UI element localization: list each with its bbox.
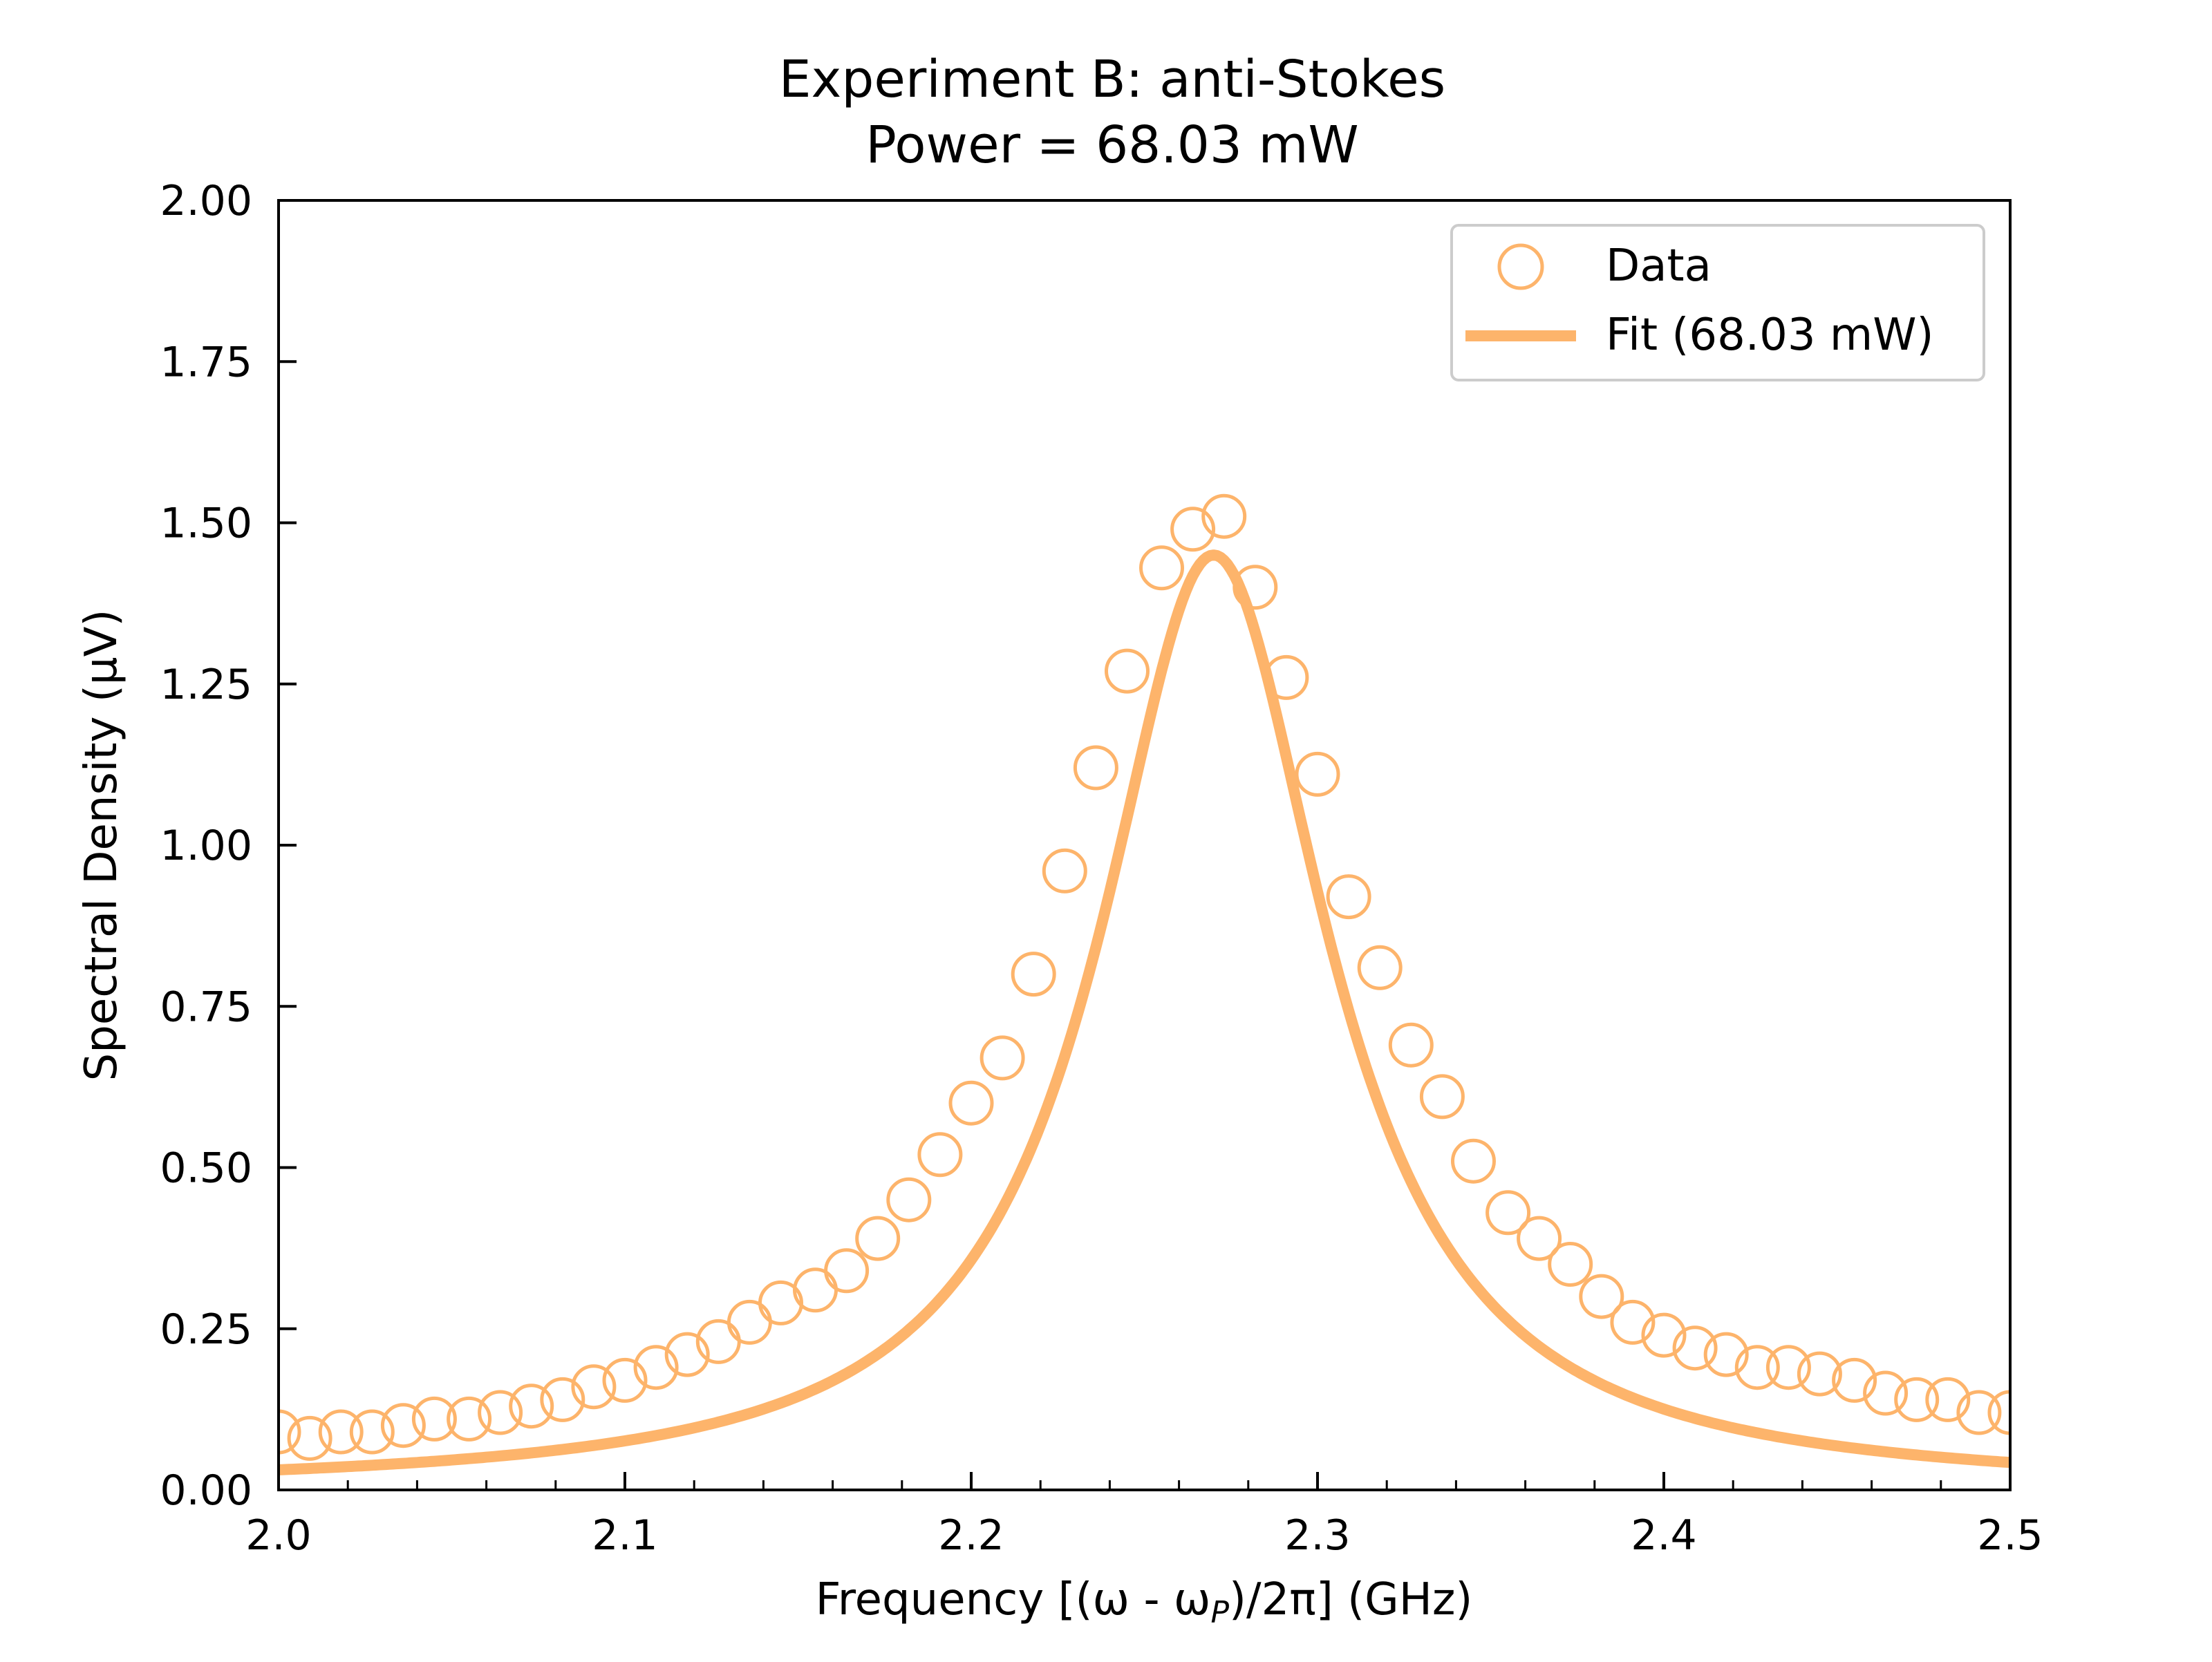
data-point <box>1326 874 1371 920</box>
data-point <box>1201 493 1247 539</box>
data-point <box>1295 751 1340 797</box>
data-point <box>1765 1345 1811 1390</box>
chart-title-line2: Power = 68.03 mW <box>865 115 1358 175</box>
data-point <box>980 1035 1025 1081</box>
fit-layer <box>279 549 2010 1475</box>
y-tick-label: 0.50 <box>160 1144 252 1193</box>
x-tick-label: 2.4 <box>1631 1511 1696 1560</box>
data-point <box>1832 1357 1877 1403</box>
data-point <box>1485 1190 1531 1236</box>
legend-data-marker <box>1497 243 1544 290</box>
data-point <box>1894 1377 1940 1422</box>
x-tick-label: 2.3 <box>1284 1511 1350 1560</box>
x-axis-label-subscript: P <box>1210 1595 1229 1630</box>
data-point <box>509 1384 554 1429</box>
data-point <box>664 1332 710 1377</box>
data-point <box>540 1377 585 1422</box>
x-axis-label-main: Frequency [(ω - ω <box>816 1574 1211 1625</box>
data-point <box>1956 1390 2002 1435</box>
y-tick-label: 1.75 <box>160 338 252 386</box>
y-axis-label: Spectral Density (μV) <box>76 610 127 1082</box>
data-point <box>1451 1138 1496 1184</box>
data-point <box>1579 1274 1624 1319</box>
y-tick-label: 1.25 <box>160 661 252 709</box>
data-point <box>279 1409 301 1455</box>
data-point <box>1610 1299 1656 1345</box>
legend: Data Fit (68.03 mW) <box>1450 224 1985 381</box>
data-point <box>1073 745 1118 791</box>
data-point <box>1734 1345 1780 1390</box>
data-point <box>318 1409 364 1455</box>
data-point <box>917 1132 963 1178</box>
x-tick-label: 2.2 <box>938 1511 1004 1560</box>
data-point <box>1925 1377 1971 1422</box>
y-tick-label: 0.00 <box>160 1466 252 1515</box>
data-point <box>1548 1242 1593 1287</box>
legend-box <box>1450 224 1985 381</box>
data-point <box>855 1216 901 1261</box>
data-point <box>602 1357 648 1403</box>
y-tick-label: 1.00 <box>160 822 252 870</box>
x-tick-label: 2.0 <box>245 1511 311 1560</box>
data-point <box>380 1403 426 1448</box>
data-point <box>1987 1390 2010 1435</box>
legend-data-label: Data <box>1606 240 1712 292</box>
data-point <box>1357 945 1403 990</box>
y-tick-label: 0.75 <box>160 983 252 1031</box>
data-point <box>1170 507 1216 552</box>
data-layer <box>279 493 2010 1461</box>
data-point <box>1863 1370 1909 1416</box>
data-point <box>633 1345 679 1390</box>
data-point <box>1517 1216 1562 1261</box>
x-tick-label: 2.5 <box>1977 1511 2043 1560</box>
data-point <box>411 1396 457 1442</box>
data-point <box>1105 648 1150 694</box>
chart-title-line1: Experiment B: anti-Stokes <box>779 50 1445 109</box>
data-point <box>1388 1022 1434 1068</box>
data-point <box>1139 545 1184 591</box>
data-point <box>1419 1074 1465 1120</box>
legend-fit-label: Fit (68.03 mW) <box>1606 310 1934 361</box>
data-point <box>571 1364 617 1410</box>
data-point <box>1703 1332 1749 1377</box>
data-point <box>758 1280 803 1325</box>
x-axis-label: Frequency [(ω - ωP)/2π] (GHz) <box>816 1574 1473 1630</box>
data-point <box>287 1415 332 1461</box>
data-point <box>824 1248 870 1294</box>
data-point <box>1641 1312 1687 1358</box>
x-axis: 2.0 2.1 2.2 2.3 2.4 2.5 <box>245 1472 2043 1560</box>
data-point <box>1042 848 1087 894</box>
data-point <box>1797 1351 1842 1397</box>
data-point <box>349 1409 395 1455</box>
x-tick-label: 2.1 <box>592 1511 657 1560</box>
fit-line <box>279 549 2010 1475</box>
data-point <box>447 1396 492 1442</box>
y-tick-label: 0.25 <box>160 1305 252 1354</box>
x-axis-label-tail: )/2π] (GHz) <box>1229 1574 1472 1625</box>
data-point <box>1672 1325 1718 1371</box>
y-axis: 0.00 0.25 0.50 0.75 1.00 1.25 1.50 1.75 2.00 <box>160 177 297 1515</box>
y-tick-label: 2.00 <box>160 177 252 225</box>
data-point <box>1011 952 1056 997</box>
y-tick-label: 1.50 <box>160 500 252 548</box>
data-point <box>948 1080 994 1126</box>
data-point <box>886 1177 932 1222</box>
data-point <box>478 1390 523 1435</box>
